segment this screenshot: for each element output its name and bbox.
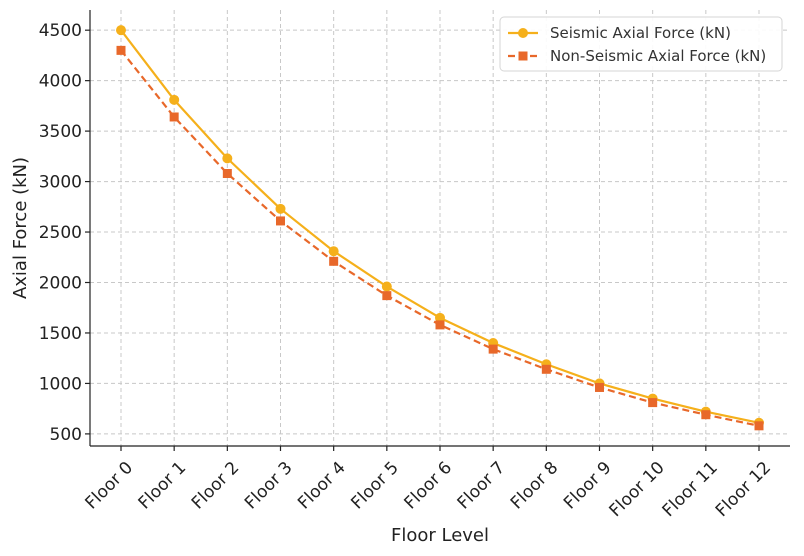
data-point: [222, 153, 233, 164]
data-point: [169, 112, 179, 122]
grid: [90, 10, 790, 446]
y-tick-label: 1000: [39, 374, 82, 394]
data-point: [328, 246, 339, 257]
x-tick-label: Floor 8: [507, 458, 563, 514]
data-point: [382, 291, 392, 301]
legend-item: Seismic Axial Force (kN): [508, 24, 731, 42]
data-point: [488, 344, 498, 354]
x-tick-label: Floor 7: [454, 458, 510, 514]
legend-item: Non-Seismic Axial Force (kN): [508, 47, 766, 65]
data-point: [329, 256, 339, 266]
x-tick-label: Floor 12: [712, 458, 775, 521]
x-tick-label: Floor 11: [659, 458, 722, 521]
series-2: [116, 45, 764, 431]
data-point: [169, 94, 180, 105]
series-layer: [116, 25, 764, 431]
data-point: [595, 382, 604, 392]
y-tick-label: 3000: [39, 173, 82, 193]
x-tick-label: Floor 2: [188, 458, 244, 514]
legend-label: Seismic Axial Force (kN): [550, 24, 731, 42]
data-point: [648, 398, 658, 408]
y-tick-label: 4000: [39, 72, 82, 92]
data-point: [275, 203, 286, 214]
legend-box: [499, 16, 783, 72]
x-axis-title: Floor Level: [391, 525, 489, 546]
legend-marker: [518, 28, 528, 38]
data-point: [276, 216, 285, 226]
data-point: [701, 410, 711, 420]
data-point: [754, 421, 764, 431]
data-point: [116, 25, 126, 36]
legend-marker: [518, 51, 528, 61]
axes: [85, 10, 790, 451]
legend: Seismic Axial Force (kN) Non-Seismic Axia…: [499, 16, 783, 72]
x-tick-label: Floor 4: [294, 458, 350, 514]
x-tick-label: Floor 3: [241, 458, 297, 514]
y-tick-label: 3500: [39, 122, 82, 142]
y-tick-label: 4500: [39, 21, 82, 41]
y-tick-label: 2000: [39, 274, 82, 294]
legend-label: Non-Seismic Axial Force (kN): [550, 47, 766, 65]
x-tick-label: Floor 0: [82, 458, 138, 514]
x-tick-label: Floor 6: [401, 458, 457, 514]
data-point: [222, 169, 232, 178]
x-tick-label: Floor 10: [606, 458, 669, 521]
data-point: [435, 320, 445, 330]
data-point: [541, 364, 551, 374]
y-axis-title: Axial Force (kN): [10, 157, 31, 299]
y-tick-label: 2500: [39, 223, 82, 243]
data-point: [435, 312, 445, 323]
data-point: [381, 281, 392, 292]
y-tick-label: 500: [50, 425, 82, 445]
data-point: [116, 45, 126, 55]
x-tick-label: Floor 5: [347, 458, 403, 514]
x-tick-label: Floor 1: [135, 458, 191, 514]
y-tick-label: 1500: [39, 324, 82, 344]
